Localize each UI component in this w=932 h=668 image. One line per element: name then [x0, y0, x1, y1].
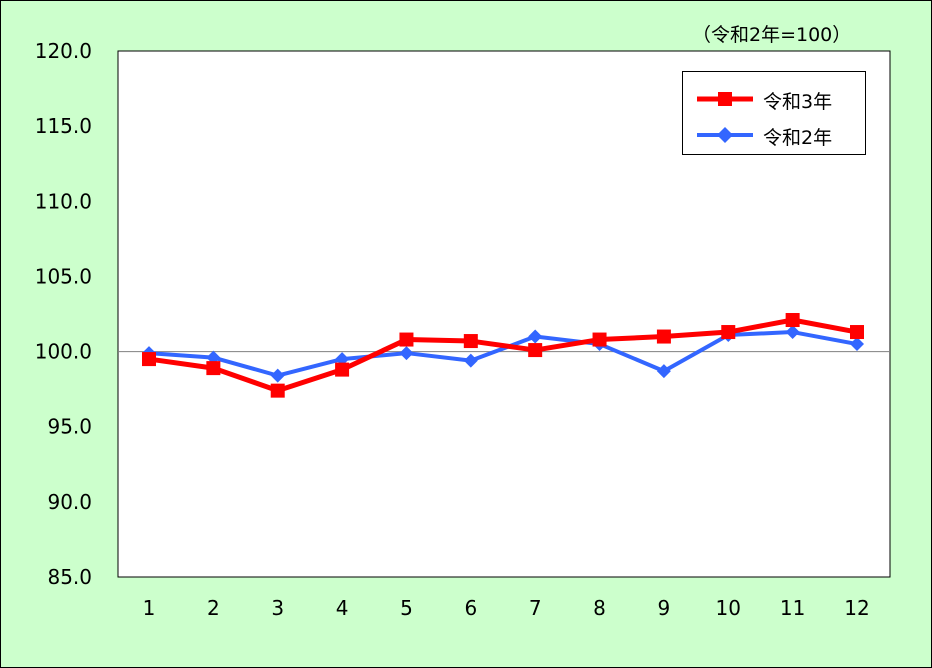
data-point — [656, 364, 671, 379]
x-tick-label: 5 — [400, 596, 413, 620]
x-tick-label: 12 — [844, 596, 869, 620]
x-tick-label: 1 — [143, 596, 156, 620]
x-axis: 1 2 3 4 5 6 7 8 9 10 11 12 — [143, 596, 870, 620]
data-point — [785, 313, 800, 328]
data-point — [463, 334, 478, 349]
y-axis: 85.0 90.0 95.0 100.0 105.0 110.0 115.0 120.0 — [35, 39, 92, 589]
data-point — [592, 332, 607, 347]
y-tick-label: 110.0 — [35, 189, 92, 213]
legend-item-series-1: 令和3年 — [683, 84, 865, 114]
x-tick-label: 7 — [529, 596, 542, 620]
y-tick-label: 120.0 — [35, 39, 92, 63]
legend-swatch-series-2 — [697, 127, 753, 143]
x-tick-label: 9 — [658, 596, 671, 620]
data-point — [528, 343, 543, 358]
series-line — [148, 317, 858, 394]
data-point — [785, 325, 800, 340]
data-point — [656, 329, 671, 344]
legend-swatch-series-1 — [697, 92, 753, 106]
data-point — [721, 325, 736, 340]
y-tick-label: 105.0 — [35, 264, 92, 288]
data-point — [850, 337, 864, 352]
legend-label-series-2: 令和2年 — [763, 127, 833, 149]
data-point — [528, 329, 543, 344]
y-tick-label: 85.0 — [47, 565, 92, 589]
y-tick-label: 100.0 — [35, 340, 92, 364]
x-tick-label: 8 — [593, 596, 606, 620]
y-tick-label: 95.0 — [47, 415, 92, 439]
legend-item-series-2: 令和2年 — [683, 120, 865, 150]
data-point — [206, 361, 221, 376]
data-point — [335, 352, 350, 367]
data-point — [206, 350, 221, 365]
x-tick-label: 4 — [336, 596, 349, 620]
x-tick-label: 10 — [716, 596, 741, 620]
unit-note: （令和2年=100） — [692, 24, 852, 46]
data-point — [399, 346, 414, 361]
x-tick-label: 11 — [780, 596, 805, 620]
legend-label-series-1: 令和3年 — [763, 91, 833, 113]
x-tick-label: 6 — [464, 596, 477, 620]
data-point — [270, 383, 285, 398]
x-tick-label: 2 — [207, 596, 220, 620]
series-line — [148, 330, 858, 378]
data-point — [142, 352, 156, 367]
series-1 — [142, 313, 864, 398]
legend: 令和3年 令和2年 — [682, 71, 866, 155]
data-point — [270, 368, 285, 383]
series-layer — [142, 313, 864, 398]
x-tick-label: 3 — [271, 596, 284, 620]
y-tick-label: 90.0 — [47, 490, 92, 514]
data-point — [850, 325, 864, 340]
data-point — [463, 353, 478, 368]
data-point — [335, 362, 350, 377]
y-tick-label: 115.0 — [35, 114, 92, 138]
data-point — [399, 332, 414, 347]
